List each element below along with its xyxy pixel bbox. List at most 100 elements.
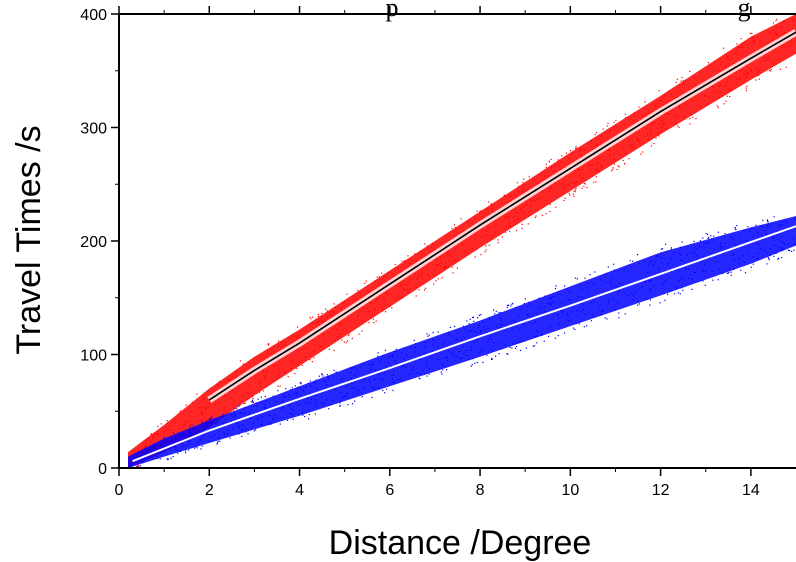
scatter-point <box>282 344 284 346</box>
scatter-point <box>405 284 407 286</box>
scatter-point <box>396 379 399 381</box>
scatter-point <box>775 32 777 34</box>
scatter-point <box>769 254 771 257</box>
scatter-point <box>374 280 376 282</box>
scatter-point <box>584 277 586 279</box>
scatter-point <box>479 211 481 213</box>
scatter-point <box>575 322 577 325</box>
scatter-point <box>544 311 547 313</box>
scatter-point <box>612 168 614 170</box>
scatter-point <box>441 363 443 365</box>
scatter-point <box>292 418 294 420</box>
scatter-point <box>643 261 645 263</box>
scatter-point <box>702 259 704 261</box>
scatter-point <box>318 375 320 377</box>
y-axis-label: Travel Times /s <box>10 125 48 354</box>
scatter-point <box>736 53 738 55</box>
scatter-point <box>330 314 332 316</box>
scatter-point <box>477 326 479 328</box>
scatter-point <box>139 465 142 467</box>
scatter-point <box>642 151 644 153</box>
scatter-point <box>784 243 786 245</box>
scatter-point <box>576 181 578 183</box>
scatter-point <box>449 254 451 256</box>
scatter-point <box>727 89 729 91</box>
scatter-point <box>416 278 418 280</box>
scatter-point <box>200 448 202 450</box>
scatter-point <box>189 428 191 430</box>
scatter-point <box>677 271 679 273</box>
scatter-point <box>145 448 147 450</box>
scatter-point <box>470 365 472 367</box>
scatter-point <box>144 453 146 455</box>
scatter-point <box>713 68 715 71</box>
scatter-point <box>292 335 294 337</box>
scatter-point <box>448 233 451 235</box>
scatter-point <box>217 440 219 442</box>
scatter-point <box>223 395 225 397</box>
scatter-point <box>137 453 139 455</box>
scatter-point <box>477 338 479 340</box>
scatter-point <box>730 271 732 273</box>
scatter-point <box>644 281 647 283</box>
scatter-point <box>736 225 738 227</box>
scatter-point <box>365 310 367 312</box>
scatter-point <box>661 104 664 106</box>
scatter-point <box>744 261 746 263</box>
scatter-point <box>382 389 384 392</box>
scatter-point <box>699 246 701 248</box>
scatter-point <box>409 262 411 264</box>
scatter-point <box>646 134 648 136</box>
scatter-point <box>697 97 699 99</box>
scatter-point <box>605 273 607 275</box>
scatter-point <box>755 68 757 70</box>
scatter-point <box>264 396 266 398</box>
scatter-point <box>175 441 177 443</box>
scatter-point <box>179 450 182 452</box>
scatter-point <box>599 305 601 307</box>
scatter-point <box>716 261 718 263</box>
scatter-point <box>467 331 470 333</box>
scatter-point <box>166 420 168 422</box>
scatter-point <box>284 372 286 374</box>
scatter-point <box>236 422 238 424</box>
scatter-point <box>689 118 691 120</box>
scatter-point <box>578 323 580 325</box>
scatter-point <box>531 200 533 202</box>
scatter-point <box>255 429 257 431</box>
scatter-point <box>163 431 165 433</box>
scatter-point <box>779 29 781 31</box>
scatter-point <box>242 363 244 365</box>
scatter-point <box>574 277 577 279</box>
scatter-point <box>371 396 373 399</box>
scatter-point <box>402 365 404 367</box>
scatter-point <box>187 421 189 423</box>
scatter-point <box>462 325 464 327</box>
scatter-point <box>780 240 782 242</box>
scatter-point <box>233 400 235 402</box>
scatter-point <box>750 70 752 72</box>
scatter-point <box>720 247 722 249</box>
scatter-point <box>187 434 190 436</box>
scatter-point <box>447 251 449 253</box>
scatter-point <box>168 429 171 431</box>
scatter-point <box>213 422 215 424</box>
scatter-point <box>419 373 421 375</box>
scatter-point <box>163 436 166 439</box>
scatter-point <box>530 204 532 206</box>
scatter-point <box>342 302 344 304</box>
scatter-point <box>272 365 274 367</box>
scatter-point <box>549 302 552 304</box>
scatter-point <box>595 181 597 183</box>
scatter-point <box>692 116 694 118</box>
scatter-point <box>613 163 616 165</box>
scatter-point <box>530 199 532 201</box>
scatter-point <box>383 298 385 300</box>
scatter-point <box>417 273 419 275</box>
scatter-point <box>182 424 184 426</box>
scatter-point <box>558 317 560 319</box>
scatter-point <box>680 80 682 82</box>
scatter-point <box>534 335 536 338</box>
scatter-point <box>296 393 298 395</box>
scatter-point <box>323 333 325 335</box>
